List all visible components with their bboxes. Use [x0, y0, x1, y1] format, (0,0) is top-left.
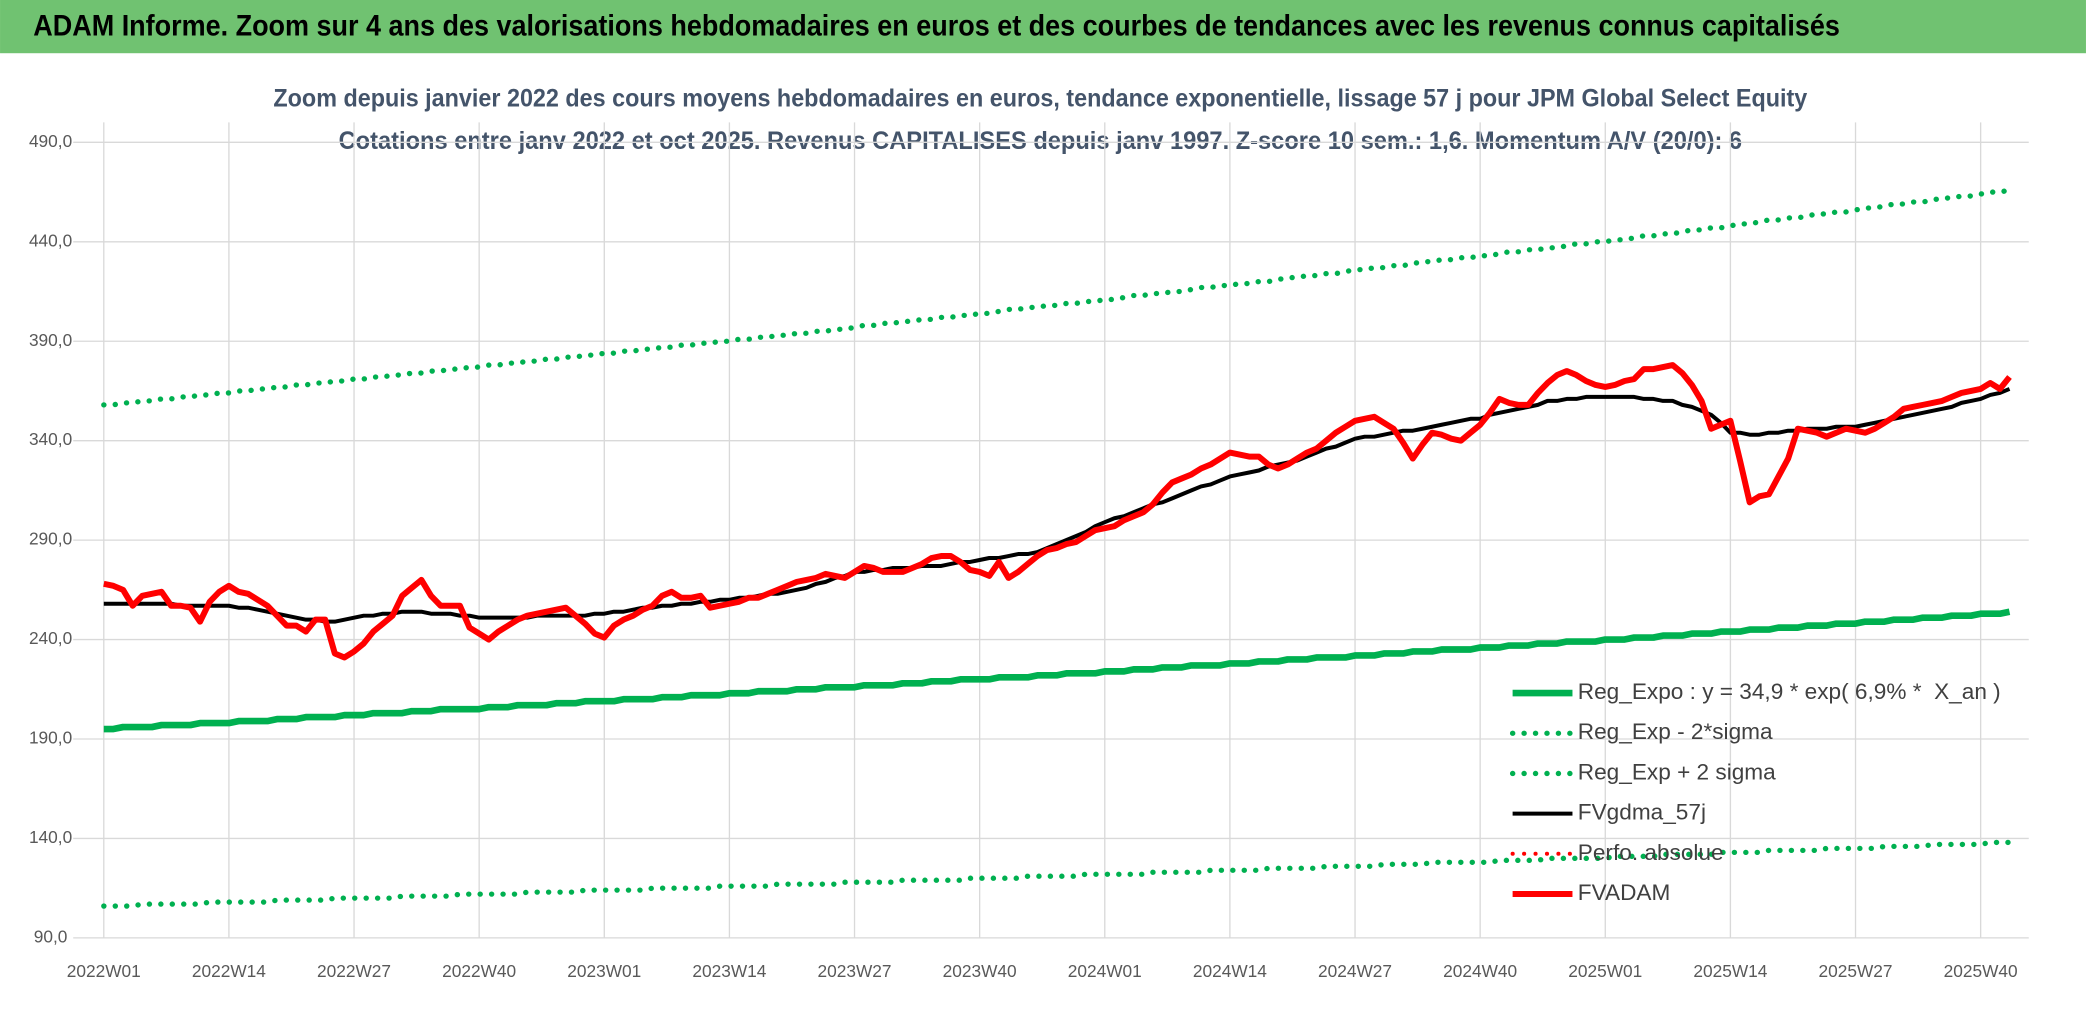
x-tick-label: 2024W40 — [1443, 961, 1517, 981]
x-tick-label: 2025W27 — [1819, 961, 1893, 981]
series-line — [103, 608, 2011, 733]
x-tick-label: 2025W01 — [1568, 961, 1642, 981]
x-tick-label: 2024W01 — [1068, 961, 1142, 981]
x-tick-label: 2025W14 — [1693, 961, 1767, 981]
y-tick-label: 240,0 — [29, 628, 72, 648]
x-tick-label: 2022W01 — [67, 961, 141, 981]
legend-label: Reg_Exp - 2*sigma — [1578, 719, 1773, 744]
legend-label: FVADAM — [1578, 880, 1671, 905]
x-tick-label: 2022W40 — [442, 961, 516, 981]
series-line — [101, 839, 2013, 909]
legend-label: Perfo. absolue — [1578, 840, 1724, 865]
y-tick-label: 90,0 — [34, 926, 68, 946]
legend-label: FVgdma_57j — [1578, 800, 1706, 825]
chart-title: Zoom depuis janvier 2022 des cours moyen… — [273, 84, 1807, 112]
x-tick-label: 2025W40 — [1944, 961, 2018, 981]
y-tick-label: 440,0 — [29, 230, 72, 250]
y-tick-label: 190,0 — [29, 728, 72, 748]
header-bar — [0, 0, 2086, 54]
series-line — [103, 387, 2011, 624]
x-tick-label: 2023W27 — [818, 961, 892, 981]
series-line — [103, 362, 2012, 661]
y-tick-label: 140,0 — [29, 827, 72, 847]
x-tick-label: 2023W40 — [943, 961, 1017, 981]
legend-label: Reg_Expo : y = 34,9 * exp( 6,9% * X_an ) — [1578, 679, 2001, 704]
x-tick-label: 2022W14 — [192, 961, 266, 981]
y-tick-label: 490,0 — [29, 131, 72, 151]
x-tick-label: 2023W14 — [692, 961, 766, 981]
x-tick-label: 2024W27 — [1318, 961, 1392, 981]
x-tick-label: 2022W27 — [317, 961, 391, 981]
legend-label: Reg_Exp + 2 sigma — [1578, 759, 1776, 784]
chart-subtitle: Cotations entre janv 2022 et oct 2025. R… — [339, 127, 1742, 155]
x-tick-label: 2024W14 — [1193, 961, 1267, 981]
y-tick-label: 340,0 — [29, 429, 72, 449]
y-tick-label: 290,0 — [29, 529, 72, 549]
x-tick-label: 2023W01 — [567, 961, 641, 981]
series-line — [101, 187, 2013, 408]
header-title: ADAM Informe. Zoom sur 4 ans des valoris… — [33, 11, 1840, 43]
y-tick-label: 390,0 — [29, 330, 72, 350]
